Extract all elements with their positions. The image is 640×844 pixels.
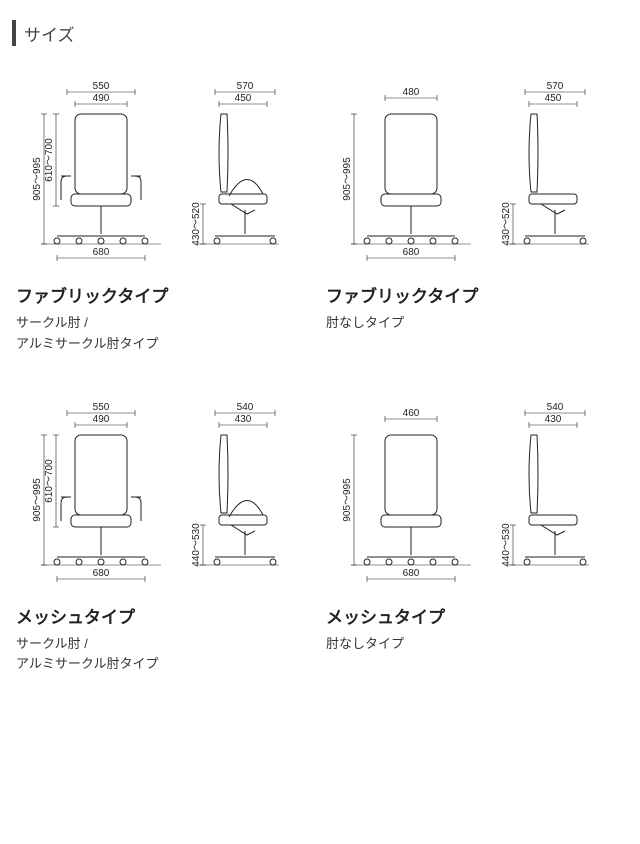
svg-text:680: 680	[93, 568, 110, 579]
svg-text:430: 430	[545, 414, 562, 425]
svg-text:680: 680	[403, 568, 420, 579]
svg-text:570: 570	[237, 81, 254, 92]
product-subtitle-line1: サークル肘 /	[16, 313, 314, 334]
product-grid: 550490680905～995610～700570450430～520ファブリ…	[0, 74, 640, 715]
svg-text:905～995: 905～995	[32, 157, 43, 201]
product-cell: 550490 680 905～995610～700 540430 440～530 メッシュ…	[10, 395, 320, 716]
svg-text:490: 490	[93, 93, 110, 104]
svg-text:440～530: 440～530	[501, 522, 512, 566]
product-subtitle-line2: アルミサークル肘タイプ	[16, 654, 314, 675]
dimension-drawing: 480 680 905～995 570450 430～520	[326, 74, 624, 274]
svg-text:540: 540	[237, 402, 254, 413]
dimension-drawing: 550490 680 905～995610～700 540430 440～530	[16, 395, 314, 595]
svg-text:540: 540	[547, 402, 564, 413]
svg-text:440～530: 440～530	[191, 522, 202, 566]
svg-text:550: 550	[93, 81, 110, 92]
product-cell: 460 680 905～995 540430 440～530 メッシュタイプ肘なしタイプ	[320, 395, 630, 716]
svg-text:430～520: 430～520	[501, 202, 512, 246]
svg-text:610～700: 610～700	[44, 458, 55, 502]
svg-text:450: 450	[545, 93, 562, 104]
svg-text:905～995: 905～995	[32, 477, 43, 521]
section-header: サイズ	[0, 0, 640, 74]
dimension-drawing: 460 680 905～995 540430 440～530	[326, 395, 624, 595]
svg-text:450: 450	[235, 93, 252, 104]
product-title: メッシュタイプ	[16, 603, 314, 628]
product-title: メッシュタイプ	[326, 603, 624, 628]
dimension-drawing: 550490 680 905～995610～700 570450 430～520	[16, 74, 314, 274]
header-accent-bar	[12, 20, 16, 46]
product-cell: 480 680 905～995 570450 430～520 ファブリックタイプ肘なしタイ…	[320, 74, 630, 395]
svg-text:430～520: 430～520	[191, 202, 202, 246]
product-title: ファブリックタイプ	[16, 282, 314, 307]
svg-text:480: 480	[403, 87, 420, 98]
header-title: サイズ	[24, 21, 75, 46]
svg-text:905～995: 905～995	[342, 157, 353, 201]
svg-text:430: 430	[235, 414, 252, 425]
product-subtitle-line1: サークル肘 /	[16, 634, 314, 655]
svg-text:680: 680	[93, 247, 110, 258]
product-subtitle-line2: アルミサークル肘タイプ	[16, 334, 314, 355]
svg-text:490: 490	[93, 414, 110, 425]
svg-text:610～700: 610～700	[44, 138, 55, 182]
product-cell: 550490 680 905～995610～700 570450 430～520 ファブリ…	[10, 74, 320, 395]
svg-text:680: 680	[403, 247, 420, 258]
svg-text:460: 460	[403, 408, 420, 419]
svg-text:550: 550	[93, 402, 110, 413]
product-subtitle-line1: 肘なしタイプ	[326, 313, 624, 334]
product-title: ファブリックタイプ	[326, 282, 624, 307]
product-subtitle-line1: 肘なしタイプ	[326, 634, 624, 655]
svg-text:570: 570	[547, 81, 564, 92]
svg-text:905～995: 905～995	[342, 477, 353, 521]
